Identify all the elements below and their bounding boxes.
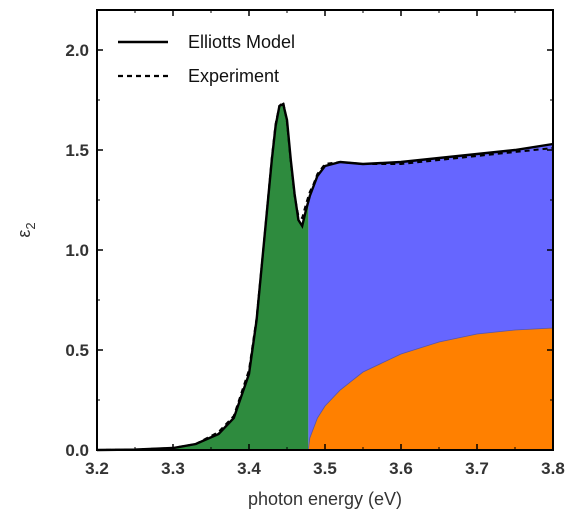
y-axis-title-subscript: 2: [23, 222, 38, 229]
y-axis-title-symbol: ε: [14, 230, 34, 238]
y-tick-label: 0.0: [65, 441, 89, 460]
x-tick-label: 3.8: [541, 459, 565, 478]
y-tick-label: 0.5: [65, 341, 89, 360]
x-tick-label: 3.5: [313, 459, 337, 478]
legend-label: Elliotts Model: [188, 32, 295, 52]
axis-ticks: 3.2 3.3 3.4 3.5 3.6 3.7 3.8 0.0 0.5 1.0 1.5 2.0: [65, 10, 565, 478]
x-axis-title: photon energy (eV): [248, 489, 402, 509]
y-tick-label: 1.5: [65, 141, 89, 160]
x-tick-label: 3.2: [85, 459, 109, 478]
legend-label: Experiment: [188, 66, 279, 86]
series-line-experiment: [96, 99, 554, 451]
y-tick-label: 1.0: [65, 241, 89, 260]
legend: Elliotts Model Experiment: [118, 32, 295, 86]
excitonic-region: [97, 104, 309, 450]
y-axis-title: ε2: [14, 222, 38, 237]
x-tick-label: 3.4: [237, 459, 261, 478]
x-tick-label: 3.7: [465, 459, 489, 478]
filled-regions: [97, 104, 554, 451]
x-tick-label: 3.6: [389, 459, 413, 478]
y-tick-label: 2.0: [65, 41, 89, 60]
x-tick-label: 3.3: [161, 459, 185, 478]
series-lines: [96, 99, 554, 452]
